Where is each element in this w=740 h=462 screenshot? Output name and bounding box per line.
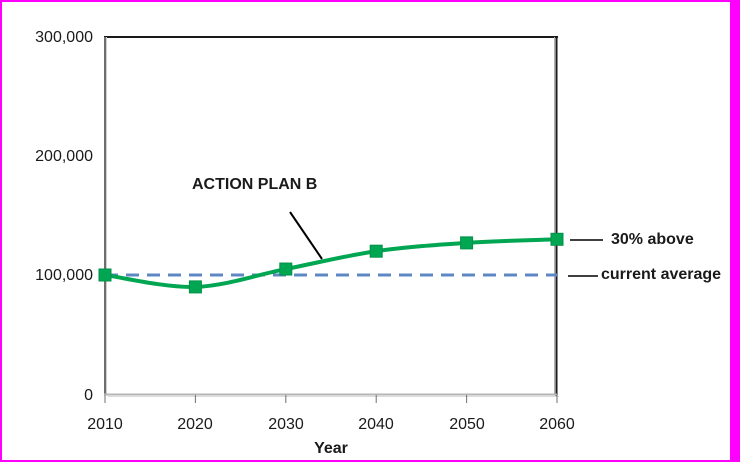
action-plan-b-leader-line (289, 211, 323, 260)
xtick-2030: 2030 (268, 416, 304, 433)
series-marker-square (550, 232, 564, 246)
action-plan-b-markers (98, 232, 564, 294)
action-plan-b-line (103, 237, 559, 289)
series-marker-square (188, 280, 202, 294)
xtick-2010: 2010 (87, 416, 123, 433)
xtick-2060: 2060 (539, 416, 575, 433)
annotation-30-percent-above: 30% above (611, 231, 694, 248)
xtick-2020: 2020 (177, 416, 213, 433)
series-marker-square (279, 262, 293, 276)
x-axis-ticks (104, 395, 558, 403)
series-marker-square (369, 244, 383, 258)
xtick-2050: 2050 (449, 416, 485, 433)
series-marker-square (98, 268, 112, 282)
ytick-200000: 200,000 (35, 148, 93, 165)
series-marker-square (460, 236, 474, 250)
ytick-300000: 300,000 (35, 29, 93, 46)
plot-frame (104, 36, 559, 397)
border-top (0, 0, 740, 2)
ytick-0: 0 (84, 387, 93, 404)
annotation-current-average: current average (601, 266, 722, 283)
border-bottom (0, 460, 740, 462)
border-right (730, 0, 740, 462)
x-axis-title: Year (314, 440, 348, 457)
border-left (0, 0, 2, 462)
annotation-action-plan-b: ACTION PLAN B (192, 176, 318, 193)
xtick-2040: 2040 (358, 416, 394, 433)
ytick-100000: 100,000 (35, 267, 93, 284)
